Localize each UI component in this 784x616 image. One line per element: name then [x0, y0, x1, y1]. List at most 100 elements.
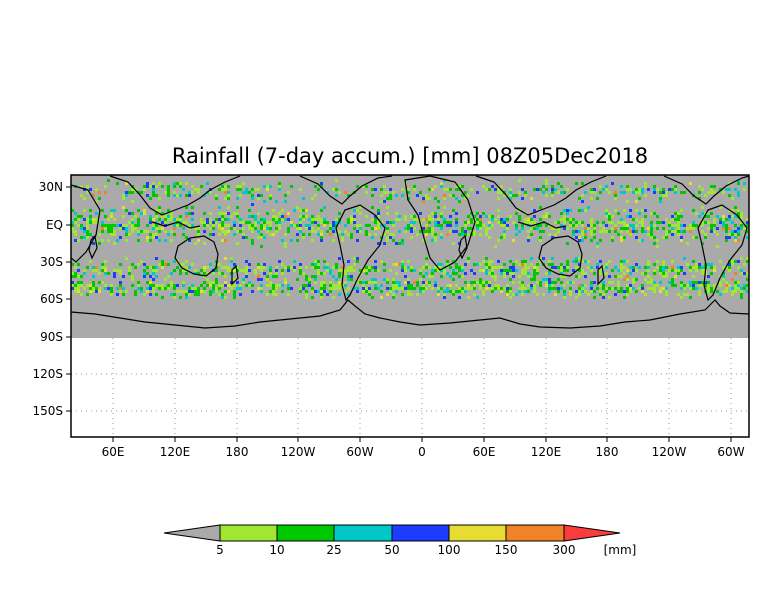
rain-cell — [692, 260, 695, 263]
rain-cell — [458, 287, 461, 290]
rain-cell — [83, 287, 86, 290]
rain-cell — [155, 185, 158, 188]
rain-cell — [215, 269, 218, 272]
rain-cell — [221, 215, 224, 218]
rain-cell — [104, 269, 107, 272]
rain-cell — [578, 230, 581, 233]
rain-cell — [212, 227, 215, 230]
rain-cell — [530, 233, 533, 236]
rain-cell — [86, 185, 89, 188]
rain-cell — [419, 191, 422, 194]
rain-cell — [635, 191, 638, 194]
rain-cell — [713, 191, 716, 194]
rain-cell — [119, 236, 122, 239]
rain-cell — [473, 287, 476, 290]
rain-cell — [92, 242, 95, 245]
rain-cell — [521, 197, 524, 200]
rain-cell — [500, 269, 503, 272]
rain-cell — [719, 284, 722, 287]
rain-cell — [620, 266, 623, 269]
rain-cell — [707, 191, 710, 194]
rain-cell — [545, 182, 548, 185]
rain-cell — [494, 275, 497, 278]
rain-cell — [221, 272, 224, 275]
rain-cell — [524, 263, 527, 266]
rain-cell — [227, 266, 230, 269]
rain-cell — [263, 263, 266, 266]
rain-cell — [581, 200, 584, 203]
rain-cell — [668, 188, 671, 191]
rain-cell — [527, 284, 530, 287]
rain-cell — [89, 188, 92, 191]
rain-cell — [593, 191, 596, 194]
rain-cell — [608, 275, 611, 278]
rain-cell — [107, 179, 110, 182]
rain-cell — [632, 227, 635, 230]
rain-cell — [332, 227, 335, 230]
rain-cell — [203, 272, 206, 275]
rain-cell — [143, 209, 146, 212]
rain-cell — [410, 215, 413, 218]
rain-cell — [170, 293, 173, 296]
rain-cell — [365, 191, 368, 194]
rain-cell — [467, 215, 470, 218]
rain-cell — [116, 293, 119, 296]
rain-cell — [266, 185, 269, 188]
rain-cell — [251, 188, 254, 191]
rain-cell — [143, 263, 146, 266]
rain-cell — [407, 278, 410, 281]
rain-cell — [551, 194, 554, 197]
rain-cell — [566, 263, 569, 266]
rain-cell — [272, 284, 275, 287]
rain-cell — [311, 290, 314, 293]
rain-cell — [398, 281, 401, 284]
rain-cell — [704, 236, 707, 239]
rain-cell — [242, 269, 245, 272]
rain-cell — [644, 209, 647, 212]
rain-cell — [323, 260, 326, 263]
rain-cell — [725, 287, 728, 290]
rain-cell — [644, 185, 647, 188]
rain-cell — [236, 281, 239, 284]
rain-cell — [584, 209, 587, 212]
rain-cell — [518, 179, 521, 182]
rain-cell — [359, 206, 362, 209]
rain-cell — [428, 281, 431, 284]
rain-cell — [689, 284, 692, 287]
rain-cell — [386, 197, 389, 200]
rain-cell — [119, 269, 122, 272]
rain-cell — [137, 224, 140, 227]
rain-cell — [134, 293, 137, 296]
rain-cell — [188, 227, 191, 230]
rain-cell — [185, 221, 188, 224]
rain-cell — [398, 242, 401, 245]
rain-cell — [92, 218, 95, 221]
rain-cell — [623, 278, 626, 281]
rain-cell — [590, 281, 593, 284]
rain-cell — [161, 263, 164, 266]
colorbar-threshold-label: 100 — [438, 543, 461, 557]
rain-cell — [545, 179, 548, 182]
rain-cell — [347, 266, 350, 269]
rain-cell — [695, 287, 698, 290]
rain-cell — [668, 281, 671, 284]
rain-cell — [566, 281, 569, 284]
rain-cell — [575, 221, 578, 224]
rain-cell — [458, 185, 461, 188]
rain-cell — [575, 230, 578, 233]
rain-cell — [644, 182, 647, 185]
rain-cell — [539, 230, 542, 233]
rain-cell — [734, 188, 737, 191]
rain-cell — [464, 233, 467, 236]
rain-cell — [278, 284, 281, 287]
rain-cell — [185, 212, 188, 215]
rain-cell — [269, 227, 272, 230]
rain-cell — [329, 269, 332, 272]
rain-cell — [446, 188, 449, 191]
rain-cell — [152, 236, 155, 239]
rain-cell — [221, 212, 224, 215]
rain-cell — [614, 293, 617, 296]
rain-cell — [380, 236, 383, 239]
rain-cell — [557, 278, 560, 281]
rain-cell — [287, 212, 290, 215]
